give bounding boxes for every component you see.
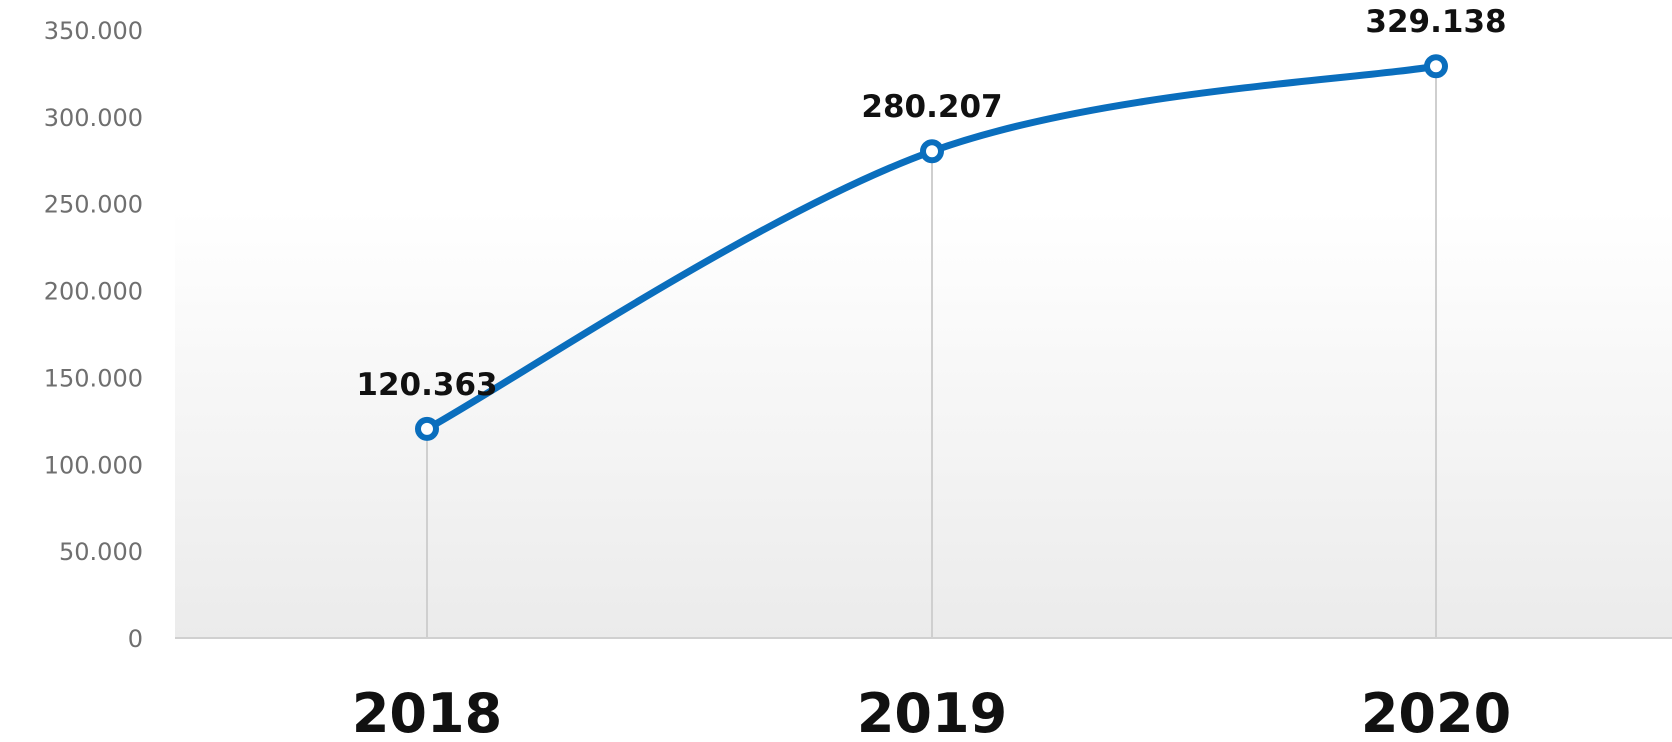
- data-label: 280.207: [861, 89, 1002, 125]
- data-point-marker: [920, 139, 944, 164]
- y-tick-label: 250.000: [44, 191, 143, 219]
- y-tick-label: 100.000: [44, 451, 143, 479]
- data-point-marker: [415, 416, 439, 441]
- y-tick-label: 350.000: [44, 17, 143, 45]
- x-tick-label: 2018: [352, 682, 502, 742]
- y-tick-label: 50.000: [59, 538, 143, 566]
- y-tick-label: 150.000: [44, 364, 143, 392]
- y-tick-label: 200.000: [44, 278, 143, 306]
- plot-area-background: [175, 210, 1672, 638]
- data-labels: 120.363 280.207 329.138: [356, 4, 1506, 403]
- y-tick-label: 0: [128, 625, 143, 653]
- x-tick-label: 2019: [857, 682, 1007, 742]
- data-label: 120.363: [356, 367, 497, 403]
- x-tick-label: 2020: [1361, 682, 1511, 742]
- data-point-marker: [1424, 54, 1448, 79]
- y-tick-label: 300.000: [44, 104, 143, 132]
- data-label: 329.138: [1365, 4, 1506, 40]
- x-axis-ticks: 2018 2019 2020: [352, 682, 1511, 742]
- series-markers: [415, 54, 1448, 441]
- drop-lines: [426, 66, 1437, 638]
- y-axis-ticks: 0 50.000 100.000 150.000 200.000 250.000 300.0…: [44, 17, 143, 653]
